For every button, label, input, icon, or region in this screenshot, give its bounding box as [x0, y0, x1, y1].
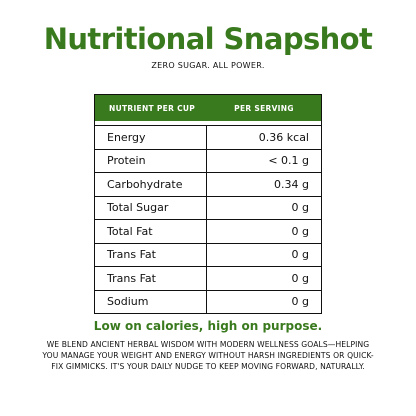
table-row: Energy 0.36 kcal [95, 125, 321, 149]
nutrient-value: 0 g [291, 201, 309, 215]
nutrient-name: Carbohydrate [95, 173, 207, 196]
header-nutrient: NUTRIENT PER CUP [109, 103, 196, 113]
table-row: Sodium 0 g [95, 289, 321, 313]
header-serving: PER SERVING [234, 103, 294, 113]
page-subtitle: ZERO SUGAR. ALL POWER. [151, 61, 265, 70]
nutrient-value: < 0.1 g [268, 154, 309, 168]
nutrient-value: 0 g [291, 295, 309, 309]
nutrient-name: Protein [95, 149, 207, 172]
description-text: WE BLEND ANCIENT HERBAL WISDOM WITH MODE… [42, 340, 374, 371]
nutrient-name: Total Sugar [95, 196, 207, 219]
table-row: Trans Fat 0 g [95, 266, 321, 290]
nutrient-name: Total Fat [95, 220, 207, 243]
nutrient-value: 0 g [291, 271, 309, 285]
table-row: Trans Fat 0 g [95, 242, 321, 266]
nutrient-value: 0.34 g [274, 177, 309, 191]
page-title: Nutritional Snapshot [43, 22, 373, 56]
table-row: Total Fat 0 g [95, 219, 321, 243]
nutrient-value: 0 g [291, 248, 309, 262]
nutrient-value: 0 g [291, 224, 309, 238]
nutrient-name: Trans Fat [95, 267, 207, 290]
nutrient-name: Sodium [95, 290, 207, 313]
nutrition-table: NUTRIENT PER CUP PER SERVING Energy 0.36… [94, 94, 322, 314]
tagline: Low on calories, high on purpose. [93, 319, 323, 333]
header-spacer [95, 121, 321, 125]
nutrient-name: Energy [95, 126, 207, 149]
table-row: Total Sugar 0 g [95, 195, 321, 219]
table-header: NUTRIENT PER CUP PER SERVING [95, 95, 321, 121]
table-row: Protein < 0.1 g [95, 148, 321, 172]
table-row: Carbohydrate 0.34 g [95, 172, 321, 196]
nutrient-name: Trans Fat [95, 243, 207, 266]
nutrient-value: 0.36 kcal [258, 130, 309, 144]
table-body: Energy 0.36 kcal Protein < 0.1 g Carbohy… [95, 125, 321, 313]
